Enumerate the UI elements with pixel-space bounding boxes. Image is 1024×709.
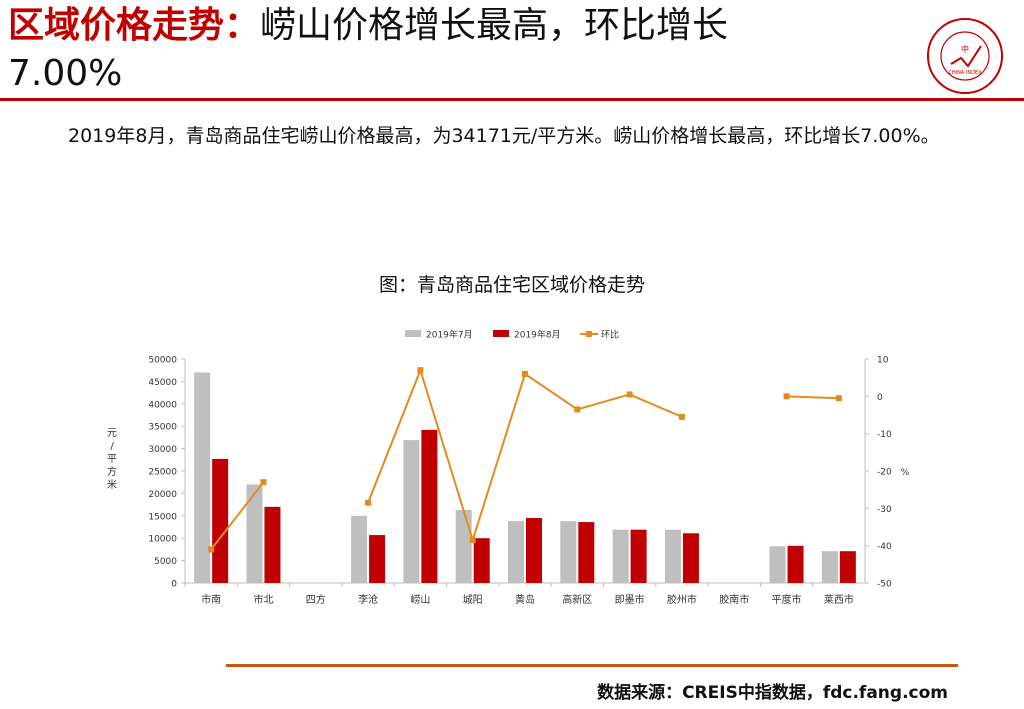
title-prefix: 区域价格走势： <box>8 5 261 46</box>
bar-aug-8 <box>630 529 647 583</box>
mom-point-0 <box>208 546 215 553</box>
title-divider <box>0 98 1024 101</box>
bar-aug-4 <box>421 429 438 583</box>
legend-label-2: 环比 <box>601 329 619 341</box>
left-axis-label-char: 米 <box>107 478 117 491</box>
china-index-academy-logo: 中 CHINA INDEX <box>927 18 1003 94</box>
mom-point-6 <box>522 370 528 377</box>
right-tick-label: -50 <box>877 580 892 590</box>
left-tick-label: 30000 <box>148 445 177 455</box>
left-tick-label: 25000 <box>148 468 177 478</box>
bar-aug-6 <box>526 518 542 583</box>
bar-aug-0 <box>212 458 229 583</box>
summary-paragraph: 2019年8月，青岛商品住宅崂山价格最高，为34171元/平方米。崂山价格增长最… <box>68 125 940 147</box>
left-tick-label: 40000 <box>148 400 177 410</box>
x-tick-label: 莱西市 <box>824 593 854 606</box>
left-tick-label: 15000 <box>148 512 177 522</box>
mom-line-segment-2 <box>786 395 839 400</box>
x-tick-label: 市南 <box>201 593 221 606</box>
right-tick-label: -40 <box>877 542 892 552</box>
title-line2: 7.00% <box>8 53 123 94</box>
right-tick-label: 0 <box>877 393 883 403</box>
svg-text:中: 中 <box>961 44 969 54</box>
x-tick-label: 胶州市 <box>667 593 697 606</box>
legend-label-0: 2019年7月 <box>426 329 473 341</box>
left-axis-label-char: 平 <box>107 454 117 465</box>
bar-jul-9 <box>664 529 681 583</box>
page-title: 区域价格走势：崂山价格增长最高，环比增长 7.00% <box>8 2 908 98</box>
bar-jul-12 <box>821 551 838 583</box>
bar-jul-5 <box>455 509 472 583</box>
bar-jul-3 <box>351 515 368 583</box>
mom-point-9 <box>678 413 685 420</box>
bar-jul-0 <box>194 372 211 583</box>
bar-aug-1 <box>264 506 281 583</box>
x-tick-label: 城阳 <box>463 594 483 606</box>
left-tick-label: 20000 <box>148 490 177 500</box>
bar-jul-1 <box>246 484 263 583</box>
left-tick-label: 10000 <box>148 535 177 545</box>
x-tick-label: 市北 <box>253 593 273 606</box>
legend-swatch-1 <box>493 330 509 337</box>
bar-aug-9 <box>682 533 699 583</box>
bar-aug-7 <box>578 522 595 583</box>
x-tick-label: 高新区 <box>562 593 592 606</box>
mom-point-3 <box>365 499 372 506</box>
legend-swatch-0 <box>405 330 421 337</box>
right-tick-label: -30 <box>877 505 892 515</box>
svg-text:CHINA INDEX: CHINA INDEX <box>948 70 982 76</box>
right-tick-label: -10 <box>877 430 892 440</box>
price-trend-chart: 0 5000 10000 15000 20000 25000 30000 35000 40000… <box>107 329 910 607</box>
legend-marker-2 <box>586 331 592 337</box>
bar-jul-11 <box>769 546 786 583</box>
left-tick-label: 0 <box>171 580 177 590</box>
mom-point-1 <box>260 479 267 486</box>
bar-jul-6 <box>508 521 524 583</box>
mom-point-4 <box>417 367 424 374</box>
bar-aug-11 <box>787 545 804 583</box>
left-tick-label: 5000 <box>154 557 177 567</box>
bar-aug-3 <box>369 535 386 583</box>
bar-jul-4 <box>403 440 420 583</box>
bar-aug-5 <box>473 538 490 583</box>
x-tick-label: 四方 <box>306 593 326 606</box>
x-tick-label: 崂山 <box>410 594 430 606</box>
mom-point-5 <box>469 537 476 544</box>
x-tick-label: 胶南市 <box>719 593 749 606</box>
legend-label-1: 2019年8月 <box>514 329 561 341</box>
left-tick-label: 45000 <box>148 378 177 388</box>
title-main: 崂山价格增长最高，环比增长 <box>260 5 729 46</box>
data-source: 数据来源：CREIS中指数据，fdc.fang.com <box>597 683 948 703</box>
x-tick-label: 黄岛 <box>515 593 535 606</box>
x-tick-label: 平度市 <box>772 593 802 606</box>
right-axis-label: % <box>901 468 910 478</box>
mom-point-8 <box>626 391 633 398</box>
footer-rule <box>226 664 958 667</box>
mom-line-segment-0 <box>210 481 265 551</box>
bar-aug-12 <box>839 551 856 583</box>
left-tick-label: 35000 <box>148 423 177 433</box>
right-tick-label: -20 <box>877 468 892 478</box>
mom-point-7 <box>574 406 581 413</box>
left-axis-label-char: 方 <box>107 465 117 478</box>
left-axis-label-char: 元 <box>107 428 117 439</box>
bar-jul-8 <box>612 529 629 583</box>
chart-caption: 图：青岛商品住宅区域价格走势 <box>378 274 645 296</box>
x-tick-label: 李沧 <box>358 593 378 606</box>
x-tick-label: 即墨市 <box>615 593 645 606</box>
mom-point-11 <box>783 393 790 400</box>
left-axis-label-char: / <box>110 441 114 452</box>
bar-jul-7 <box>560 521 577 583</box>
mom-point-12 <box>835 395 842 402</box>
left-tick-label: 50000 <box>148 356 177 366</box>
right-tick-label: 10 <box>877 356 889 366</box>
